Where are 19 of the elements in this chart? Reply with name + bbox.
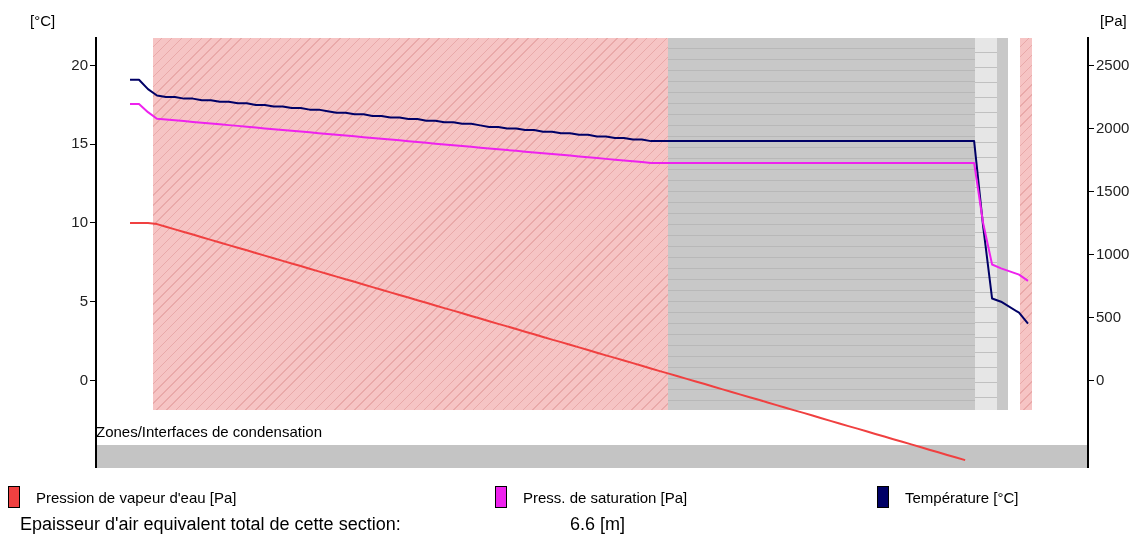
annotation: Zones/Interfaces de condensation [96, 423, 322, 440]
y2-tick-label: 2500 [1096, 55, 1130, 73]
y2-axis-title: [Pa] [1100, 12, 1127, 29]
y-tick-label: 0 [79, 370, 88, 388]
y2-tick-label: 500 [1096, 307, 1122, 325]
y-tick-label: 15 [71, 134, 88, 152]
y2-tick-label: 2000 [1096, 118, 1130, 136]
y2-tick-label: 0 [1096, 370, 1105, 388]
legend-label: Pression de vapeur d'eau [Pa] [36, 488, 237, 506]
y-tick-label: 10 [71, 213, 88, 231]
legend-label: Press. de saturation [Pa] [523, 488, 688, 506]
text: Epaisseur d'air equivalent total de cette section: [20, 514, 401, 535]
y-axis-title: [°C] [30, 12, 56, 29]
legend-label: Température [°C] [905, 488, 1019, 506]
y2-tick-label: 1500 [1096, 181, 1130, 199]
y-tick-label: 5 [79, 291, 88, 309]
text: 6.6 [m] [570, 514, 626, 535]
y2-tick-label: 1000 [1096, 244, 1130, 262]
y-tick-label: 20 [71, 55, 88, 73]
